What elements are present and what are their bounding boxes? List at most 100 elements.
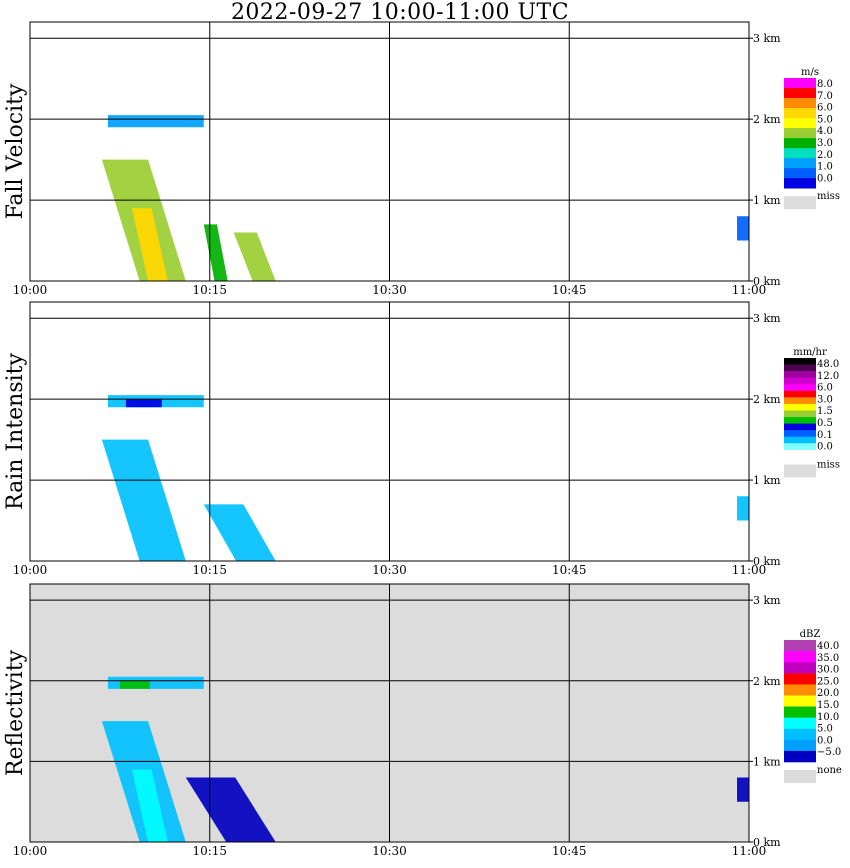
echo-2 xyxy=(131,208,168,281)
x-tick-label: 10:45 xyxy=(552,563,587,577)
y-axis-label: Rain Intensity xyxy=(3,352,28,509)
x-tick-label: 10:45 xyxy=(552,844,587,858)
legend-label: 48.0 xyxy=(817,359,839,370)
legend-label: 40.0 xyxy=(817,641,839,652)
x-tick-label: 10:30 xyxy=(372,283,407,297)
y-tick-label: 3 km xyxy=(753,594,781,607)
legend-swatch xyxy=(784,364,816,372)
legend-label: 15.0 xyxy=(817,700,839,711)
legend-label: 3.0 xyxy=(817,138,833,149)
legend-swatch xyxy=(784,128,816,139)
legend-swatch xyxy=(784,118,816,129)
legend-unit: m/s xyxy=(801,67,819,78)
x-tick-label: 10:00 xyxy=(13,563,48,577)
panel-0: 10:00 10:15 10:30 10:45 11:000 km 1 km 2 km 3 k… xyxy=(3,21,840,297)
legend-swatch xyxy=(784,640,816,652)
y-tick-label: 1 km xyxy=(753,474,781,487)
echo-0 xyxy=(107,115,204,128)
legend-swatch xyxy=(784,178,816,189)
legend-swatch xyxy=(784,371,816,378)
legend-label: 3.0 xyxy=(817,394,833,405)
plot-frame xyxy=(29,583,750,843)
echo-3 xyxy=(233,232,276,281)
legend-label: 0.0 xyxy=(817,173,833,184)
y-tick-label: 3 km xyxy=(753,312,781,325)
panel-2: 10:00 10:15 10:30 10:45 11:000 km 1 km 2 km 3 k… xyxy=(3,583,842,858)
legend-label: 20.0 xyxy=(817,688,839,699)
legend-swatch xyxy=(784,651,816,663)
legend-label: 4.0 xyxy=(817,126,833,137)
legend-swatch xyxy=(784,148,816,159)
legend-swatch xyxy=(784,717,816,730)
legend-label: 1.0 xyxy=(817,162,833,173)
legend-miss-label: miss xyxy=(817,459,840,470)
legend-miss-swatch xyxy=(784,770,816,783)
x-tick-label: 10:15 xyxy=(192,844,227,858)
legend-swatch xyxy=(784,706,816,718)
y-tick-label: 2 km xyxy=(753,113,781,126)
echo-5 xyxy=(737,216,749,241)
legend-swatch xyxy=(784,728,816,741)
y-tick-label: 0 km xyxy=(753,555,781,568)
legend-label: 35.0 xyxy=(817,653,839,664)
y-axis-label: Fall Velocity xyxy=(3,83,28,219)
echo-2 xyxy=(101,439,186,561)
legend-swatch xyxy=(784,403,816,411)
chart-title: 2022-09-27 10:00-11:00 UTC xyxy=(230,0,570,25)
legend-swatch xyxy=(784,88,816,99)
echo-4 xyxy=(185,777,276,842)
x-tick-label: 11:00 xyxy=(732,844,767,858)
legend-miss-swatch xyxy=(784,464,816,478)
x-tick-label: 11:00 xyxy=(732,283,767,297)
legend-swatch xyxy=(784,390,816,398)
legend-label: 12.0 xyxy=(817,371,839,382)
plot-frame xyxy=(29,301,750,562)
y-tick-label: 0 km xyxy=(753,836,781,849)
y-tick-label: 2 km xyxy=(753,675,781,688)
legend-swatch xyxy=(784,78,816,89)
legend-unit: dBZ xyxy=(800,629,821,640)
echo-3 xyxy=(203,504,276,561)
legend-unit: mm/hr xyxy=(793,347,827,358)
legend-swatch xyxy=(784,410,816,418)
legend-label: 0.0 xyxy=(817,735,833,746)
y-tick-label: 1 km xyxy=(753,755,781,768)
legend-label: 2.0 xyxy=(817,150,833,161)
legend-swatch xyxy=(784,449,816,457)
legend-swatch xyxy=(784,98,816,109)
legend-swatch xyxy=(784,436,816,444)
legend-swatch xyxy=(784,384,816,392)
legend: dBZ40.035.030.025.020.015.010.05.00.0−5.… xyxy=(784,629,842,783)
legend-swatch xyxy=(784,377,816,385)
x-tick-label: 10:45 xyxy=(552,283,587,297)
echo-3 xyxy=(131,769,168,842)
legend-label: 0.1 xyxy=(817,430,833,441)
legend-swatch xyxy=(784,397,816,405)
legend-swatch xyxy=(784,673,816,685)
legend-label: 0.0 xyxy=(817,442,833,453)
legend-miss-label: none xyxy=(817,765,842,776)
legend-label: 8.0 xyxy=(817,79,833,90)
x-tick-label: 10:30 xyxy=(372,844,407,858)
panel-1: 10:00 10:15 10:30 10:45 11:000 km 1 km 2 km 3 k… xyxy=(3,301,840,577)
legend-label: 25.0 xyxy=(817,676,839,687)
x-tick-label: 10:00 xyxy=(13,844,48,858)
echo-4 xyxy=(737,496,749,521)
y-tick-label: 1 km xyxy=(753,194,781,207)
legend-swatch xyxy=(784,695,816,707)
legend-label: 5.0 xyxy=(817,114,833,125)
legend-label: 10.0 xyxy=(817,712,839,723)
legend-swatch xyxy=(784,423,816,431)
legend-swatch xyxy=(784,739,816,752)
legend-swatch xyxy=(784,108,816,119)
legend-swatch xyxy=(784,417,816,424)
legend-miss-label: miss xyxy=(817,191,840,202)
legend-label: 6.0 xyxy=(817,103,833,114)
x-tick-label: 10:15 xyxy=(192,563,227,577)
legend-swatch xyxy=(784,358,816,365)
legend-swatch xyxy=(784,168,816,179)
y-axis-label: Reflectivity xyxy=(3,649,28,776)
y-tick-label: 0 km xyxy=(753,275,781,288)
echo-5 xyxy=(737,777,749,802)
